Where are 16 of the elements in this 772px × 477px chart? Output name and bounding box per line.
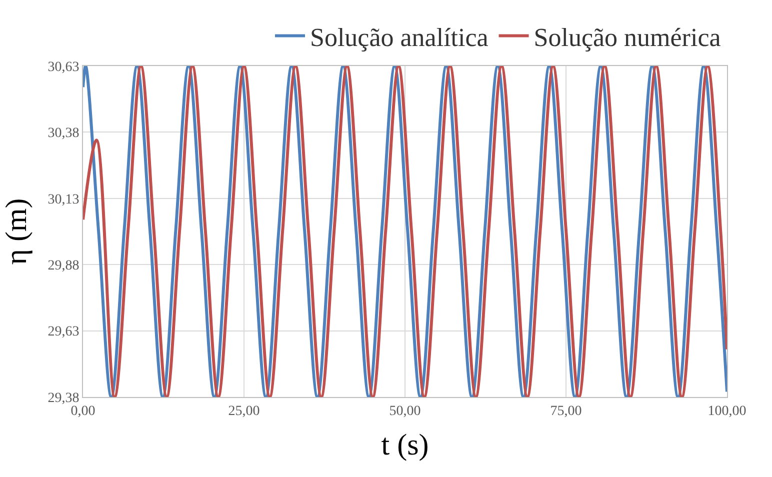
y-tick-label: 30,63 [48,60,80,75]
y-tick-label: 30,13 [48,192,80,208]
y-axis-title: η (m) [0,198,33,265]
x-tick-label: 50,00 [389,404,421,419]
x-tick-label: 75,00 [550,404,582,419]
x-tick-label: 25,00 [228,404,260,419]
x-axis-title: t (s) [381,428,429,462]
x-tick-label: 0,00 [70,404,96,419]
legend-label: Solução numérica [534,22,722,52]
y-tick-label: 29,63 [48,324,80,340]
legend-label: Solução analítica [310,22,489,52]
x-tick-label: 100,00 [708,404,746,419]
y-tick-label: 30,38 [48,126,80,142]
y-tick-label: 29,38 [48,390,80,406]
y-tick-label: 29,88 [48,258,80,274]
line-series [83,66,727,397]
